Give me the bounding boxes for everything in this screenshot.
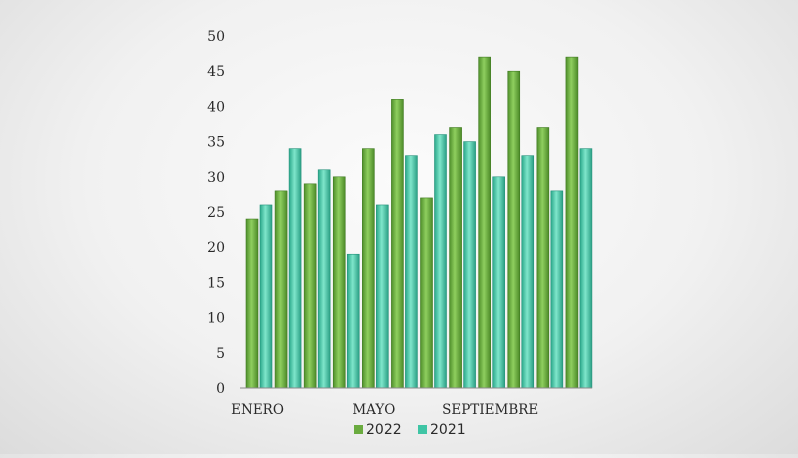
y-tick-label: 45 (207, 64, 225, 80)
y-tick-label: 10 (207, 311, 225, 327)
legend-label-2022: 2022 (366, 422, 402, 438)
y-tick-label: 40 (207, 99, 225, 115)
bar-2021-4 (346, 253, 360, 389)
bar-2021-9 (492, 176, 505, 389)
y-axis-ticks: 0 5 10 15 20 25 30 35 40 45 50 (207, 29, 225, 397)
bars (245, 56, 593, 389)
y-tick-label: 5 (216, 346, 225, 362)
bar-2022-9 (478, 56, 491, 389)
bar-2022-7 (420, 197, 433, 389)
bar-2022-5 (362, 148, 375, 389)
x-tick-label: ENERO (231, 402, 284, 418)
x-axis-labels: ENERO MAYO SEPTIEMBRE (231, 402, 538, 418)
bar-2021-6 (405, 155, 418, 389)
bar-2022-2 (274, 190, 288, 389)
legend-swatch-2022 (354, 425, 363, 434)
bar-2021-3 (317, 169, 331, 389)
x-tick-label: SEPTIEMBRE (442, 402, 538, 418)
y-tick-label: 30 (207, 170, 225, 186)
bar-2021-11 (550, 190, 564, 389)
y-tick-label: 25 (207, 205, 225, 221)
bar-2021-2 (288, 148, 302, 389)
y-tick-label: 0 (216, 381, 225, 397)
bar-2022-1 (245, 218, 259, 389)
bar-2021-5 (376, 204, 389, 389)
legend-label-2021: 2021 (430, 422, 466, 438)
bar-2022-12 (565, 56, 579, 389)
x-tick-label: MAYO (352, 402, 395, 418)
bar-2022-6 (391, 99, 404, 389)
y-tick-label: 35 (207, 135, 225, 151)
y-tick-label: 20 (207, 240, 225, 256)
bar-2021-8 (463, 141, 476, 389)
legend: 2022 2021 (354, 422, 466, 438)
y-tick-label: 50 (207, 29, 225, 45)
bar-2022-8 (449, 127, 462, 389)
bar-2021-12 (579, 148, 593, 389)
y-tick-label: 15 (207, 275, 225, 291)
legend-swatch-2021 (418, 425, 427, 434)
bar-2022-4 (332, 176, 346, 389)
bar-2022-10 (507, 70, 521, 389)
bar-2022-3 (303, 183, 317, 389)
bar-2021-1 (259, 204, 273, 389)
bar-2022-11 (536, 127, 550, 389)
bar-2021-10 (521, 155, 535, 389)
bar-2021-7 (434, 134, 447, 389)
